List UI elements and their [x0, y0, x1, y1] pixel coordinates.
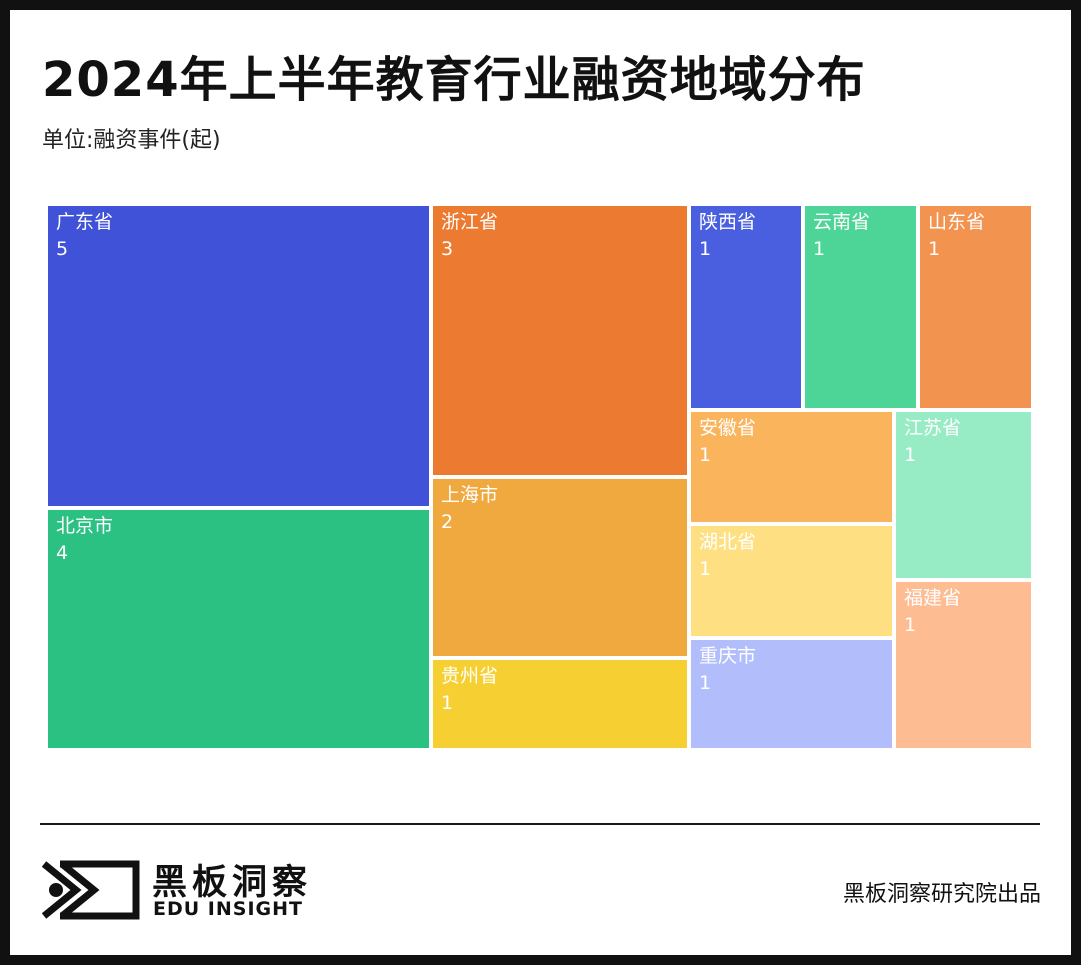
treemap-cell-label: 福建省: [904, 587, 962, 609]
treemap-cell-value: 1: [699, 558, 712, 580]
treemap-cell-label: 湖北省: [699, 531, 757, 553]
treemap-cell: 北京市 4: [46, 508, 431, 750]
treemap: 广东省 5 北京市 4 浙江省 3 上海市 2 贵州省 1 陕西省 1 云南省 1 山东省 1 安徽省 1 湖北省 1…: [46, 204, 1033, 750]
treemap-cell-value: 1: [813, 238, 826, 260]
chart-subtitle: 单位:融资事件(起): [42, 128, 221, 153]
treemap-cell-value: 1: [441, 692, 454, 714]
treemap-cell-value: 5: [56, 238, 69, 260]
treemap-cell-label: 贵州省: [441, 665, 499, 687]
treemap-cell-value: 2: [441, 511, 454, 533]
treemap-cell: 陕西省 1: [689, 204, 803, 410]
treemap-cell-label: 上海市: [441, 484, 499, 506]
treemap-cell-label: 广东省: [56, 211, 114, 233]
treemap-cell: 浙江省 3: [431, 204, 689, 477]
footer-divider: [40, 823, 1040, 825]
treemap-cell: 重庆市 1: [689, 638, 894, 750]
treemap-cell-value: 1: [699, 444, 712, 466]
treemap-cell-value: 1: [904, 614, 917, 636]
treemap-cell: 上海市 2: [431, 477, 689, 658]
treemap-cell-label: 浙江省: [441, 211, 499, 233]
chart-title: 2024年上半年教育行业融资地域分布: [42, 52, 866, 108]
treemap-cell-value: 4: [56, 542, 69, 564]
treemap-cell-label: 重庆市: [699, 645, 757, 667]
treemap-cell: 山东省 1: [918, 204, 1033, 410]
treemap-cell: 云南省 1: [803, 204, 918, 410]
treemap-cell-value: 3: [441, 238, 454, 260]
treemap-cell-label: 北京市: [56, 515, 114, 537]
treemap-cell: 福建省 1: [894, 580, 1033, 750]
treemap-cell-label: 江苏省: [904, 417, 962, 439]
credit-text: 黑板洞察研究院出品: [842, 882, 1041, 907]
treemap-cell-value: 1: [699, 672, 712, 694]
treemap-cell-value: 1: [699, 238, 712, 260]
brand-logo: 黑板洞察 EDU INSIGHT: [42, 856, 312, 924]
treemap-cell: 湖北省 1: [689, 524, 894, 638]
treemap-cell: 安徽省 1: [689, 410, 894, 524]
brand-name-cn: 黑板洞察: [152, 863, 313, 903]
treemap-cell: 江苏省 1: [894, 410, 1033, 580]
eye-logo-icon: [42, 860, 140, 920]
treemap-cell: 贵州省 1: [431, 658, 689, 750]
treemap-cell-label: 山东省: [928, 211, 986, 233]
treemap-cell-label: 安徽省: [699, 417, 757, 439]
treemap-cell-label: 云南省: [813, 211, 871, 233]
treemap-cell-value: 1: [928, 238, 941, 260]
chart-card: 2024年上半年教育行业融资地域分布 单位:融资事件(起) 广东省 5 北京市 4 浙江…: [10, 10, 1071, 955]
treemap-cell: 广东省 5: [46, 204, 431, 508]
treemap-cell-value: 1: [904, 444, 917, 466]
treemap-cell-label: 陕西省: [699, 211, 757, 233]
brand-name-en: EDU INSIGHT: [153, 898, 303, 920]
